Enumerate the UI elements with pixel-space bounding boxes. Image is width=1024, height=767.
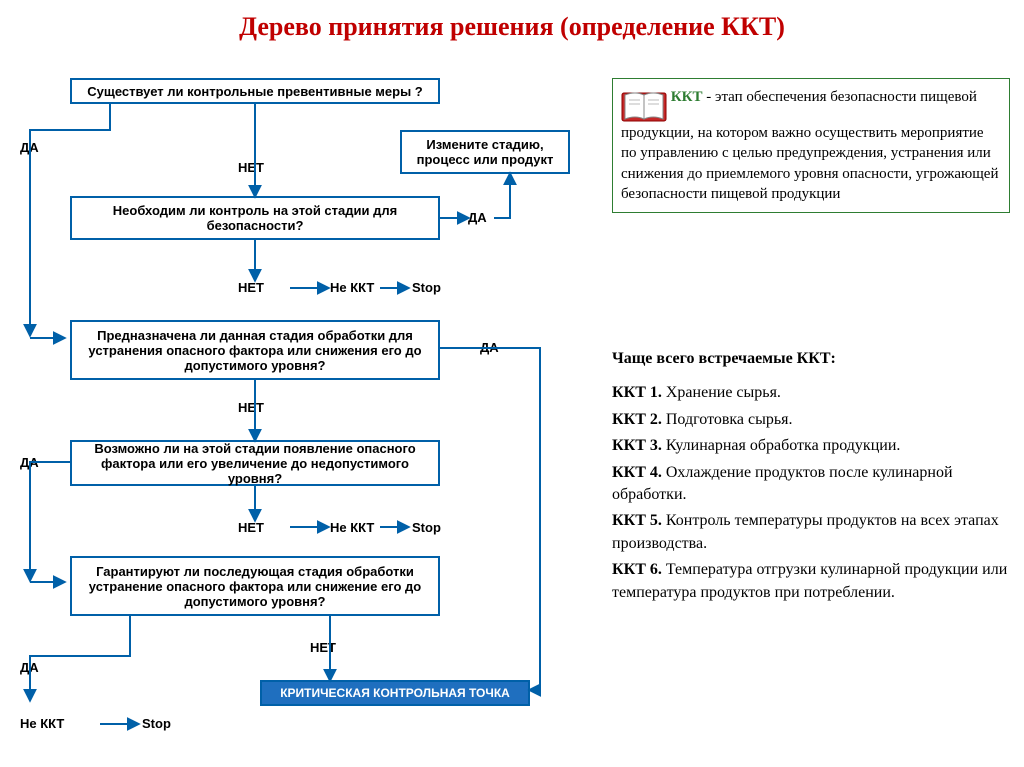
flow-q4: Возможно ли на этой стадии появление опа… <box>70 440 440 486</box>
example-item-text: Хранение сырья. <box>662 384 781 401</box>
flow-q2: Необходим ли контроль на этой стадии для… <box>70 196 440 240</box>
example-item-text: Температура отгрузки кулинарной продукци… <box>612 561 1007 600</box>
lbl-q5-da: ДА <box>20 660 39 675</box>
examples-heading: Чаще всего встречаемые ККТ: <box>612 348 1012 370</box>
lbl-q3-net: НЕТ <box>238 400 264 415</box>
example-item-text: Контроль температуры продуктов на всех э… <box>612 512 999 551</box>
example-item: ККТ 4. Охлаждение продуктов после кулина… <box>612 462 1012 507</box>
lbl-q1-net: НЕТ <box>238 160 264 175</box>
lbl-bottom-nekkt: Не ККТ <box>20 716 64 731</box>
lbl-q2-da: ДА <box>468 210 487 225</box>
flow-q1: Существует ли контрольные превентивные м… <box>70 78 440 104</box>
info-box: ККТ - этап обеспечения безопасности пище… <box>612 78 1010 213</box>
example-item-text: Кулинарная обработка продукции. <box>662 437 901 454</box>
example-item-label: ККТ 1. <box>612 384 662 401</box>
examples-list: Чаще всего встречаемые ККТ: ККТ 1. Хране… <box>612 348 1012 608</box>
flow-q3: Предназначена ли данная стадия обработки… <box>70 320 440 380</box>
lbl-q2-stop: Stop <box>412 280 441 295</box>
lbl-q4-da: ДА <box>20 455 39 470</box>
lbl-q3-da: ДА <box>480 340 499 355</box>
lbl-q1-da: ДА <box>20 140 39 155</box>
lbl-q4-stop: Stop <box>412 520 441 535</box>
examples-items: ККТ 1. Хранение сырья.ККТ 2. Подготовка … <box>612 382 1012 604</box>
book-icon <box>621 87 667 123</box>
example-item-text: Охлаждение продуктов после кулинарной об… <box>612 464 953 503</box>
example-item: ККТ 6. Температура отгрузки кулинарной п… <box>612 559 1012 604</box>
lbl-q5-net: НЕТ <box>310 640 336 655</box>
flow-q5: Гарантируют ли последующая стадия обрабо… <box>70 556 440 616</box>
example-item-label: ККТ 2. <box>612 411 662 428</box>
flow-arrows <box>0 0 600 760</box>
example-item-label: ККТ 5. <box>612 512 662 529</box>
example-item: ККТ 5. Контроль температуры продуктов на… <box>612 510 1012 555</box>
lbl-q4-net: НЕТ <box>238 520 264 535</box>
example-item-label: ККТ 3. <box>612 437 662 454</box>
example-item-label: ККТ 4. <box>612 464 662 481</box>
example-item-label: ККТ 6. <box>612 561 662 578</box>
example-item-text: Подготовка сырья. <box>662 411 793 428</box>
lbl-q4-nekkt: Не ККТ <box>330 520 374 535</box>
page-title: Дерево принятия решения (определение ККТ… <box>0 12 1024 42</box>
flow-action1: Измените стадию, процесс или продукт <box>400 130 570 174</box>
example-item: ККТ 2. Подготовка сырья. <box>612 409 1012 431</box>
lbl-q2-nekkt: Не ККТ <box>330 280 374 295</box>
example-item: ККТ 3. Кулинарная обработка продукции. <box>612 435 1012 457</box>
info-term: ККТ <box>671 89 703 105</box>
example-item: ККТ 1. Хранение сырья. <box>612 382 1012 404</box>
info-def: - этап обеспечения безопасности пищевой … <box>621 89 998 202</box>
flow-final: КРИТИЧЕСКАЯ КОНТРОЛЬНАЯ ТОЧКА <box>260 680 530 706</box>
lbl-q2-net: НЕТ <box>238 280 264 295</box>
lbl-bottom-stop: Stop <box>142 716 171 731</box>
info-text: ККТ - этап обеспечения безопасности пище… <box>621 89 998 202</box>
